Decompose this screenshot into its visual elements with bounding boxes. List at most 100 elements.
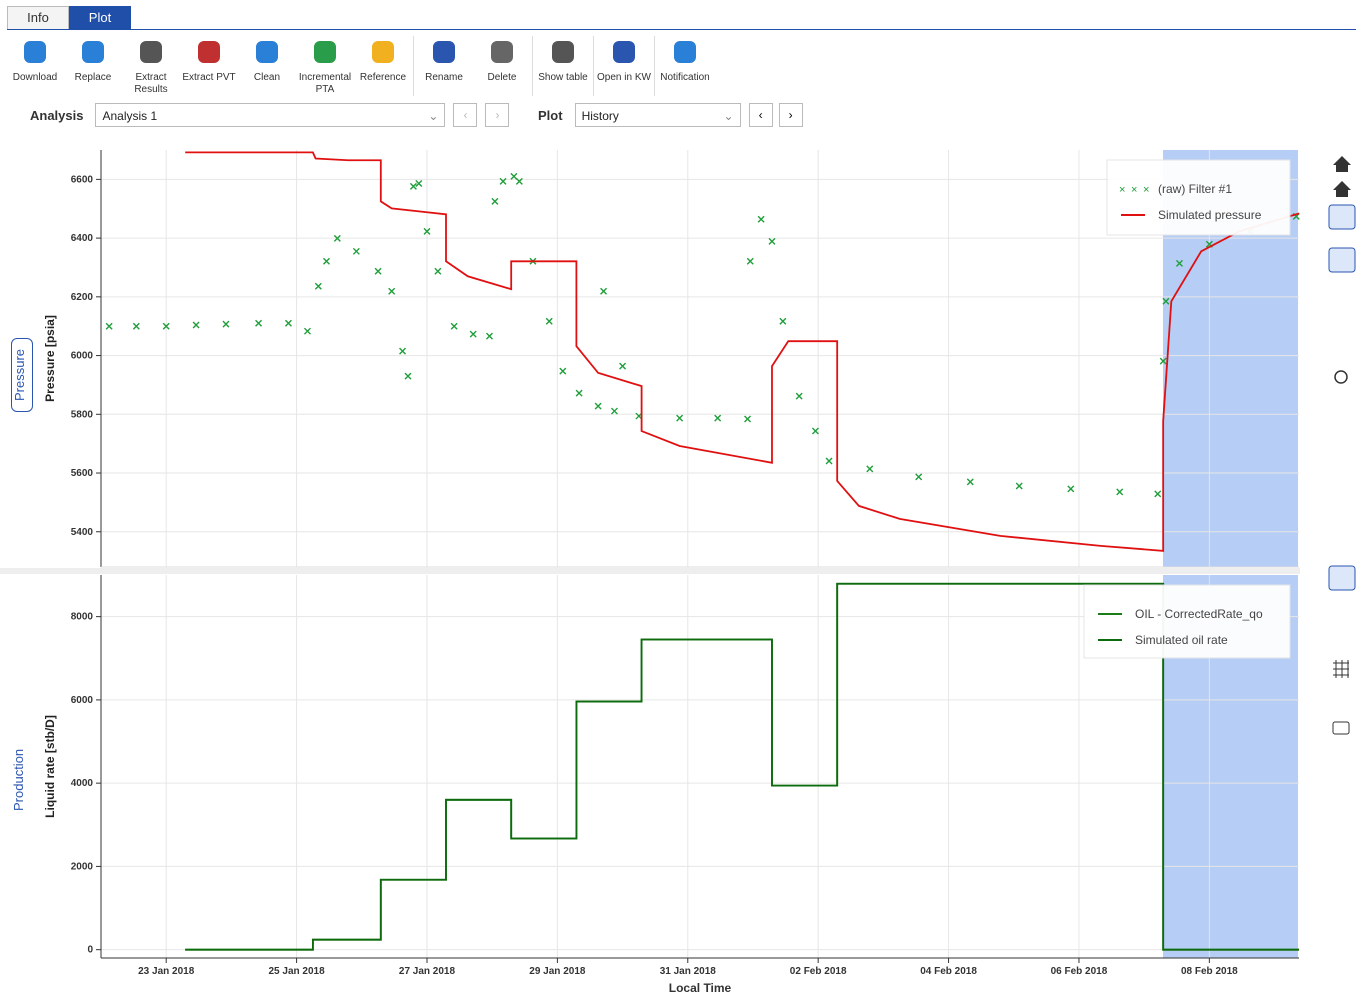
scatter-point bbox=[491, 197, 499, 205]
x-tick-label: 04 Feb 2018 bbox=[920, 966, 977, 977]
separator bbox=[413, 36, 414, 96]
x-tick-label: 06 Feb 2018 bbox=[1051, 966, 1108, 977]
y-tick-label: 6400 bbox=[71, 233, 94, 244]
icon bbox=[314, 41, 336, 63]
toolbar-button[interactable]: Reference bbox=[354, 36, 412, 96]
prev[interactable]: ‹ bbox=[453, 103, 478, 127]
scatter-point bbox=[575, 389, 583, 397]
panel-label[interactable]: Pressure bbox=[11, 338, 33, 412]
x-tick-label: 08 Feb 2018 bbox=[1181, 966, 1238, 977]
toolbar-button[interactable]: Show table bbox=[534, 36, 592, 96]
grid-toggle[interactable] bbox=[1333, 660, 1349, 678]
icon bbox=[433, 41, 455, 63]
legend-marker: × bbox=[1143, 184, 1149, 196]
panel-label[interactable]: Production bbox=[11, 748, 26, 812]
button-label: Rename bbox=[425, 72, 463, 83]
toolbar-button[interactable]: Rename bbox=[415, 36, 473, 96]
toolbar-button[interactable]: Open in KW bbox=[595, 36, 653, 96]
icon bbox=[198, 41, 220, 63]
scatter-point bbox=[915, 473, 923, 481]
scatter-point bbox=[374, 267, 382, 275]
legend-label: (raw) Filter #1 bbox=[1158, 182, 1232, 196]
y-tick-label: 5400 bbox=[71, 527, 94, 538]
right-toolbar bbox=[1328, 156, 1356, 735]
scatter-point bbox=[515, 177, 523, 185]
next[interactable]: › bbox=[485, 103, 510, 127]
scatter-point bbox=[966, 478, 974, 486]
dropdown[interactable]: Analysis 1 ⌄ bbox=[95, 103, 446, 127]
scatter-point bbox=[322, 257, 330, 265]
crosshair[interactable] bbox=[1328, 565, 1356, 591]
button-label: Download bbox=[12, 72, 58, 83]
toolbar-button[interactable]: Download bbox=[6, 36, 64, 96]
home-icon[interactable] bbox=[1333, 156, 1351, 172]
plot-selector: Plot History ⌄ ‹ › bbox=[538, 103, 803, 127]
scatter-point bbox=[1159, 357, 1167, 365]
button-label: Extract Results bbox=[134, 72, 168, 95]
scatter-point bbox=[757, 215, 765, 223]
toolbar: Download Replace Extract Results Extract PV… bbox=[6, 36, 714, 96]
value: History bbox=[581, 109, 619, 123]
button-label: Open in KW bbox=[597, 72, 651, 83]
scatter-point bbox=[409, 182, 417, 190]
toolbar-button[interactable]: Replace bbox=[64, 36, 122, 96]
toolbar-button[interactable]: Clean bbox=[238, 36, 296, 96]
button-label: Incremental PTA bbox=[298, 72, 352, 95]
icon bbox=[613, 41, 635, 63]
icon bbox=[674, 41, 696, 63]
scatter-point bbox=[222, 320, 230, 328]
camera[interactable] bbox=[1332, 721, 1350, 735]
pan-tool[interactable] bbox=[1328, 247, 1356, 273]
icon bbox=[140, 41, 162, 63]
zoom-out[interactable] bbox=[1334, 370, 1348, 384]
scatter-point bbox=[676, 414, 684, 422]
splitter bbox=[0, 568, 1300, 574]
button-label: Clean bbox=[253, 72, 281, 83]
scatter-point bbox=[1154, 490, 1162, 498]
button-label: Replace bbox=[74, 72, 112, 83]
separator bbox=[593, 36, 594, 96]
scatter-point bbox=[485, 332, 493, 340]
scatter-point bbox=[105, 322, 113, 330]
scatter-point bbox=[388, 287, 396, 295]
y-tick-label: 2000 bbox=[71, 861, 94, 872]
icon bbox=[82, 41, 104, 63]
legend-label: OIL - CorrectedRate_qo bbox=[1135, 607, 1263, 621]
legend-toggle[interactable] bbox=[1328, 204, 1356, 230]
icon bbox=[552, 41, 574, 63]
toolbar-button[interactable]: Incremental PTA bbox=[296, 36, 354, 96]
y-axis-label: Pressure [psia] bbox=[43, 315, 57, 402]
scatter-point bbox=[499, 177, 507, 185]
toolbar-button[interactable]: Delete bbox=[473, 36, 531, 96]
scatter-point bbox=[284, 319, 292, 327]
label: Analysis bbox=[30, 107, 84, 123]
scatter-point bbox=[619, 362, 627, 370]
icon bbox=[256, 41, 278, 63]
label: Plot bbox=[538, 107, 563, 123]
dropdown[interactable]: History ⌄ bbox=[574, 103, 741, 127]
toolbar-button[interactable]: Extract Results bbox=[122, 36, 180, 96]
toolbar-button[interactable]: Notification bbox=[656, 36, 714, 96]
scatter-point bbox=[314, 282, 322, 290]
toolbar-button[interactable]: Extract PVT bbox=[180, 36, 238, 96]
scatter-point bbox=[423, 227, 431, 235]
y-tick-label: 4000 bbox=[71, 778, 94, 789]
series-line bbox=[185, 582, 1299, 951]
scatter-point bbox=[162, 322, 170, 330]
value: Analysis 1 bbox=[102, 109, 158, 123]
next[interactable]: › bbox=[778, 103, 803, 127]
tab[interactable]: Info bbox=[7, 6, 69, 29]
legend-label: Simulated pressure bbox=[1158, 208, 1262, 222]
icon bbox=[24, 41, 46, 63]
y-tick-label: 6200 bbox=[71, 292, 94, 303]
scatter-point bbox=[825, 457, 833, 465]
icon bbox=[372, 41, 394, 63]
x-tick-label: 29 Jan 2018 bbox=[529, 966, 586, 977]
icon bbox=[491, 41, 513, 63]
scatter-point bbox=[450, 322, 458, 330]
home-icon[interactable] bbox=[1333, 181, 1351, 197]
scatter-point bbox=[1175, 259, 1183, 267]
tab[interactable]: Plot bbox=[69, 6, 131, 29]
y-tick-label: 0 bbox=[87, 945, 93, 956]
prev[interactable]: ‹ bbox=[748, 103, 773, 127]
